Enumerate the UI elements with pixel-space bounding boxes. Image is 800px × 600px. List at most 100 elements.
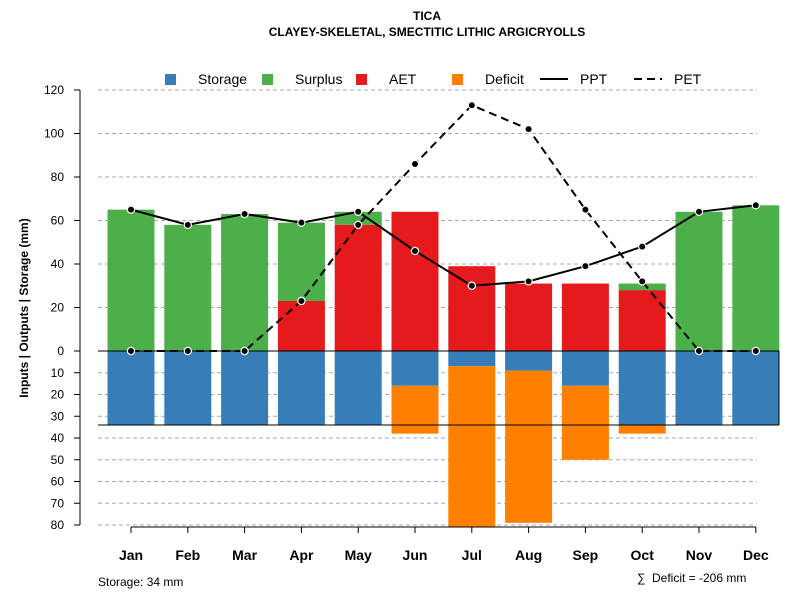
deficit-bar [561,385,609,460]
storage-bar [732,351,780,425]
ppt-point [354,207,363,216]
pet-point [297,296,306,306]
pet-point [694,346,704,356]
storage-bar [277,351,325,425]
pet-point [751,346,761,356]
storage-bar [334,351,382,425]
storage-bar [618,351,666,425]
pet-point [467,101,476,110]
legend-swatch-deficit [452,74,463,85]
legend-label-deficit: Deficit [485,71,524,87]
storage-bar [561,351,609,386]
x-tick-label: Jun [403,547,428,563]
y-tick-label: 100 [44,127,64,141]
x-tick-label: Apr [289,547,314,563]
pet-point [240,346,249,356]
storage-bar [107,351,155,425]
storage-bar [221,351,269,425]
ppt-point [694,207,704,216]
x-tick-label: Oct [631,547,655,563]
deficit-bar [618,424,666,434]
aet-bar [448,266,496,351]
lines [126,101,761,356]
deficit-footnote: Deficit = -206 mm [652,571,746,585]
surplus-bar [221,213,269,351]
legend-swatch-storage [165,74,176,85]
y-tick-label: 0 [57,344,64,358]
x-tick-label: Nov [686,547,713,563]
storage-bar [505,351,553,371]
y-tick-label: 120 [44,83,64,97]
y-tick-label: 60 [51,475,65,489]
aet-bar [618,290,666,351]
deficit-bar [391,385,439,434]
aet-bar [505,283,553,351]
pet-point [638,277,647,286]
legend-label-aet: AET [389,71,417,87]
x-tick-label: Sep [573,547,599,563]
surplus-bar [107,209,155,351]
pet-point [126,346,136,356]
y-tick-label: 40 [51,431,65,445]
y-tick-label: 30 [51,409,65,423]
ppt-point [183,220,192,230]
ppt-point [240,209,249,219]
x-tick-label: Mar [232,547,257,563]
legend: Storage Surplus AET Deficit PPT PET [165,71,702,87]
chart-subtitle: CLAYEY-SKELETAL, SMECTITIC LITHIC ARGICR… [269,25,585,39]
surplus-bar [675,211,723,351]
surplus-bar [277,222,325,301]
legend-label-ppt: PPT [580,71,608,87]
axes: 0 20 40 60 80 100 120 10 20 30 40 50 60 70 80 Jan Feb Mar… [44,83,769,563]
storage-footnote: Storage: 34 mm [98,575,183,589]
pet-line [131,104,756,352]
ppt-point [297,218,306,227]
bars [98,205,780,528]
storage-bar [164,351,212,425]
pet-point [410,159,420,169]
aet-bar [561,283,609,351]
y-axis-label: Inputs | Outputs | Storage (mm) [17,218,31,397]
y-tick-label: 60 [51,214,65,228]
y-tick-label: 70 [51,496,65,510]
pet-point [354,220,363,230]
x-tick-label: Dec [743,547,769,563]
ppt-line [130,204,756,287]
x-tick-label: Jul [462,547,482,563]
pet-point [183,346,192,356]
surplus-bar [164,224,212,351]
y-tick-label: 80 [51,518,65,532]
legend-swatch-aet [356,74,367,85]
y-tick-label: 10 [51,366,65,380]
y-tick-label: 80 [51,170,65,184]
legend-label-storage: Storage [198,71,247,87]
y-tick-label: 20 [51,301,65,315]
y-tick-label: 20 [51,388,65,402]
storage-bar [448,351,496,367]
surplus-bar [732,205,780,351]
aet-bar [334,224,382,351]
deficit-bar [448,366,496,528]
aet-bar [391,211,439,351]
deficit-bar [505,370,553,523]
x-tick-label: Aug [515,547,542,563]
x-tick-label: May [345,547,372,563]
storage-bar [391,351,439,386]
y-tick-label: 40 [51,257,65,271]
x-tick-label: Feb [175,547,200,563]
ppt-point [126,205,136,214]
aet-bar [277,300,325,351]
ppt-point [751,201,761,210]
legend-swatch-surplus [262,74,273,85]
ppt-point [467,281,476,290]
storage-bar [675,351,723,425]
ppt-point [581,261,590,271]
pet-point [581,205,590,214]
ppt-point [638,242,647,251]
ppt-point [410,246,420,256]
pet-point [524,124,533,134]
x-tick-label: Jan [119,547,143,563]
chart-title: TICA [413,9,441,23]
legend-label-surplus: Surplus [295,71,342,87]
